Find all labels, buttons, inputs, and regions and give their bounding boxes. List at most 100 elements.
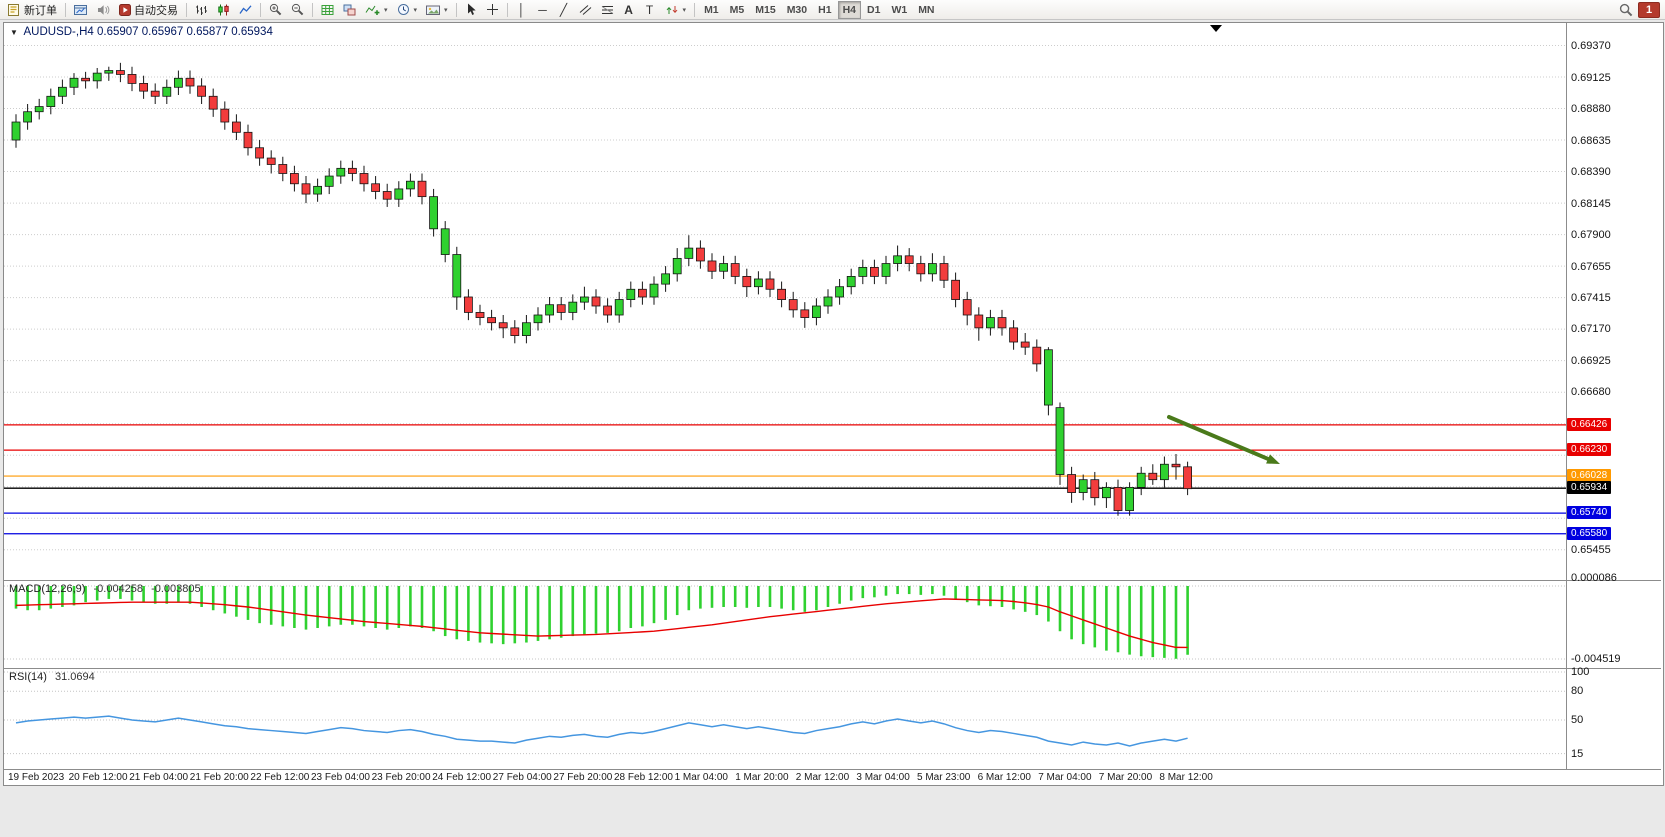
macd-value-main: -0.004258 bbox=[93, 583, 144, 595]
template-image-icon bbox=[426, 5, 441, 15]
time-axis-label: 8 Mar 12:00 bbox=[1159, 772, 1213, 783]
timeframe-mn-button[interactable]: MN bbox=[913, 1, 939, 19]
price-axis-label: 0.65455 bbox=[1571, 543, 1611, 556]
timeframe-h4-button[interactable]: H4 bbox=[837, 0, 861, 19]
timeframe-w1-button[interactable]: W1 bbox=[886, 1, 912, 19]
dropdown-caret-icon: ▾ bbox=[682, 6, 687, 14]
price-axis-label: 0.66680 bbox=[1571, 386, 1611, 399]
dropdown-caret-icon: ▾ bbox=[444, 6, 448, 14]
price-badge: 0.65740 bbox=[1567, 506, 1612, 520]
cursor-arrow-icon bbox=[467, 3, 476, 15]
periods-button[interactable]: ▾ bbox=[393, 1, 422, 19]
toolbar-separator bbox=[506, 2, 508, 17]
macd-value-signal: -0.003805 bbox=[151, 583, 201, 595]
crosshair-button[interactable] bbox=[482, 1, 503, 19]
time-axis-label: 27 Feb 04:00 bbox=[492, 772, 552, 783]
indicators-button[interactable]: ▾ bbox=[361, 1, 392, 19]
text-button[interactable]: A bbox=[619, 1, 639, 19]
new-order-label: 新订单 bbox=[24, 4, 57, 17]
time-axis-label: 1 Mar 04:00 bbox=[674, 772, 728, 783]
toolbar-separator bbox=[312, 2, 313, 17]
vertical-line-button[interactable]: │ bbox=[512, 1, 532, 19]
chart-title-bar: ▼ AUDUSD-,H4 0.65907 0.65967 0.65877 0.6… bbox=[10, 26, 273, 38]
toolbar-separator bbox=[260, 2, 261, 17]
main-toolbar: 新订单 自动交易 ▾ ▾ ▾ bbox=[0, 0, 1665, 20]
zoom-out-icon bbox=[291, 3, 304, 16]
tile-windows-icon bbox=[343, 4, 356, 15]
price-axis-label: 0.68145 bbox=[1571, 197, 1611, 210]
horizontal-line-icon: ─ bbox=[538, 2, 547, 17]
time-axis-label: 3 Mar 04:00 bbox=[856, 772, 910, 783]
chart-window: ▼ AUDUSD-,H4 0.65907 0.65967 0.65877 0.6… bbox=[3, 22, 1664, 786]
ohlc-bars-icon bbox=[196, 5, 207, 15]
grid-button[interactable] bbox=[317, 1, 338, 19]
chart-window-icon bbox=[74, 4, 87, 15]
toolbar-separator bbox=[65, 2, 66, 17]
dropdown-caret-icon: ▾ bbox=[413, 6, 418, 14]
channel-button[interactable] bbox=[575, 1, 596, 19]
chart-symbol-period: AUDUSD-,H4 bbox=[23, 26, 94, 38]
timeframe-d1-button[interactable]: D1 bbox=[862, 1, 885, 19]
price-badge: 0.65934 bbox=[1567, 481, 1612, 495]
timeframe-h1-button[interactable]: H1 bbox=[813, 1, 836, 19]
channel-icon bbox=[579, 4, 591, 15]
time-axis-label: 21 Feb 20:00 bbox=[189, 772, 249, 783]
cursor-button[interactable] bbox=[461, 1, 481, 19]
fibonacci-button[interactable] bbox=[597, 1, 618, 19]
toolbar-separator bbox=[455, 2, 457, 17]
crosshair-icon bbox=[486, 4, 498, 15]
price-axis-label: 0.68635 bbox=[1571, 134, 1611, 147]
time-axis-label: 7 Mar 20:00 bbox=[1098, 772, 1153, 783]
rsi-axis-label: 15 bbox=[1571, 747, 1584, 760]
chart-collapse-icon[interactable]: ▼ bbox=[10, 28, 18, 37]
new-order-button[interactable]: 新订单 bbox=[3, 1, 61, 19]
price-badge: 0.66028 bbox=[1567, 469, 1612, 483]
trendline-button[interactable]: ╱ bbox=[554, 1, 574, 19]
candlestick-icon bbox=[218, 4, 229, 15]
toolbar-separator bbox=[694, 2, 696, 17]
time-axis-label: 21 Feb 04:00 bbox=[129, 772, 189, 783]
time-axis-label: 24 Feb 12:00 bbox=[432, 772, 492, 783]
price-axis-label: 0.67415 bbox=[1571, 291, 1611, 304]
notification-badge[interactable]: 1 bbox=[1638, 1, 1660, 18]
alerts-button[interactable] bbox=[93, 1, 114, 19]
time-axis-label: 20 Feb 12:00 bbox=[68, 772, 128, 783]
timeframe-m15-button[interactable]: M15 bbox=[750, 1, 780, 19]
price-badge: 0.65580 bbox=[1567, 526, 1612, 540]
autotrading-button[interactable]: 自动交易 bbox=[115, 1, 182, 19]
trendline-icon: ╱ bbox=[559, 2, 568, 17]
timeframe-m5-button[interactable]: M5 bbox=[725, 1, 750, 19]
macd-axis-label: 0.000086 bbox=[1571, 572, 1617, 584]
arrows-button[interactable]: ▾ bbox=[661, 1, 691, 19]
fibonacci-icon bbox=[601, 5, 613, 14]
candlestick-chart-button[interactable] bbox=[213, 1, 234, 19]
tile-windows-button[interactable] bbox=[339, 1, 360, 19]
macd-label: MACD(12,26,9) bbox=[9, 583, 86, 595]
time-axis-label: 7 Mar 04:00 bbox=[1038, 772, 1092, 783]
timeframe-m30-button[interactable]: M30 bbox=[782, 1, 812, 19]
time-axis-label: 5 Mar 23:00 bbox=[917, 772, 971, 783]
autotrading-icon bbox=[119, 3, 131, 16]
time-axis-label: 2 Mar 12:00 bbox=[795, 772, 850, 783]
time-axis-label: 23 Feb 20:00 bbox=[371, 772, 431, 783]
templates-button[interactable]: ▾ bbox=[422, 1, 452, 19]
search-button[interactable] bbox=[1615, 1, 1637, 19]
add-indicator-icon bbox=[365, 5, 380, 15]
rsi-axis-label: 80 bbox=[1571, 685, 1584, 698]
line-chart-button[interactable] bbox=[235, 1, 256, 19]
horizontal-line-button[interactable]: ─ bbox=[533, 1, 553, 19]
time-axis-label: 28 Feb 12:00 bbox=[614, 772, 673, 783]
zoom-out-button[interactable] bbox=[287, 1, 308, 19]
dropdown-caret-icon: ▾ bbox=[384, 6, 388, 14]
time-axis-label: 23 Feb 04:00 bbox=[311, 772, 370, 783]
arrows-tool-icon bbox=[666, 5, 677, 14]
search-icon bbox=[1619, 3, 1633, 16]
timeframe-m1-button[interactable]: M1 bbox=[699, 1, 724, 19]
bar-chart-button[interactable] bbox=[191, 1, 212, 19]
chart-window-button[interactable] bbox=[70, 1, 92, 19]
rsi-value: 31.0694 bbox=[54, 671, 95, 683]
zoom-in-button[interactable] bbox=[265, 1, 286, 19]
price-chart[interactable] bbox=[4, 23, 1661, 783]
text-label-button[interactable]: T bbox=[640, 1, 660, 19]
time-axis-label: 27 Feb 20:00 bbox=[553, 772, 613, 783]
